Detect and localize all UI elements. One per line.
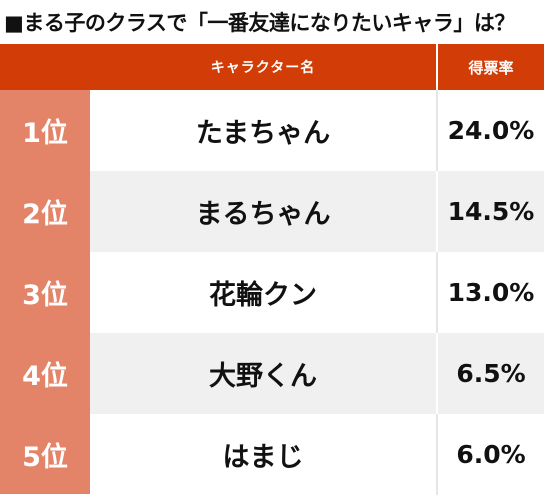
character-name-cell: たまちゃん bbox=[90, 90, 436, 171]
rank-cell: 1位 bbox=[22, 118, 68, 149]
vote-rate-cell: 6.0% bbox=[436, 414, 544, 495]
table-row: 1位 たまちゃん 24.0% bbox=[0, 90, 544, 171]
character-name-cell: まるちゃん bbox=[90, 171, 436, 252]
ranking-table: キャラクター名 得票率 1位 たまちゃん 24.0% 2位 まるちゃん 14.5… bbox=[0, 44, 544, 495]
table-header: キャラクター名 得票率 bbox=[0, 44, 544, 90]
character-name-cell: 大野くん bbox=[90, 333, 436, 414]
rank-cell: 5位 bbox=[22, 442, 68, 473]
page-title: ■まる子のクラスで「一番友達になりたいキャラ」は？ bbox=[4, 11, 515, 35]
rank-cell: 3位 bbox=[22, 280, 68, 311]
rank-cell: 4位 bbox=[22, 361, 68, 392]
rank-cell: 2位 bbox=[22, 199, 68, 230]
vote-rate-cell: 13.0% bbox=[436, 252, 544, 333]
header-vote-rate: 得票率 bbox=[436, 44, 544, 90]
character-name-cell: 花輪クン bbox=[90, 252, 436, 333]
vote-rate-cell: 6.5% bbox=[436, 333, 544, 414]
table-row: 2位 まるちゃん 14.5% bbox=[0, 171, 544, 252]
vote-rate-cell: 14.5% bbox=[436, 171, 544, 252]
header-rank bbox=[0, 44, 90, 90]
header-character-name: キャラクター名 bbox=[210, 60, 316, 76]
vote-rate-cell: 24.0% bbox=[436, 90, 544, 171]
table-row: 3位 花輪クン 13.0% bbox=[0, 252, 544, 333]
character-name-cell: はまじ bbox=[90, 414, 436, 495]
table-row: 5位 はまじ 6.0% bbox=[0, 414, 544, 495]
table-row: 4位 大野くん 6.5% bbox=[0, 333, 544, 414]
rank-column bbox=[0, 90, 90, 494]
